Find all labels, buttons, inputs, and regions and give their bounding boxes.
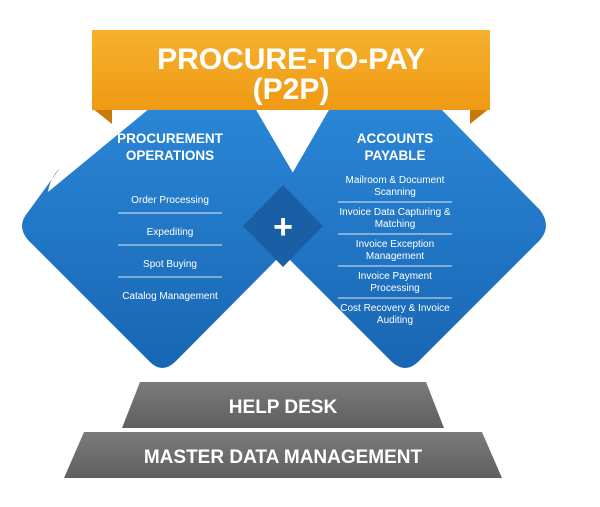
payable-item-line2: Matching bbox=[375, 219, 416, 230]
procurement-title-line2: OPERATIONS bbox=[126, 148, 214, 163]
procurement-item: Spot Buying bbox=[143, 259, 197, 270]
procurement-diamond bbox=[22, 108, 301, 368]
payable-item-line1: Cost Recovery & Invoice bbox=[340, 303, 450, 314]
payable-item-line1: Invoice Data Capturing & bbox=[339, 207, 451, 218]
banner-fold-left bbox=[92, 108, 112, 124]
overlap-region bbox=[243, 185, 323, 267]
banner-fold-right bbox=[470, 108, 490, 124]
master-data-label: MASTER DATA MANAGEMENT bbox=[144, 447, 423, 468]
banner-title-line2: (P2P) bbox=[253, 73, 330, 106]
payable-item-line2: Processing bbox=[370, 283, 419, 294]
procurement-item: Order Processing bbox=[131, 195, 209, 206]
payable-diamond bbox=[265, 108, 546, 368]
payable-item-line2: Management bbox=[366, 251, 425, 262]
payable-item-line1: Invoice Exception bbox=[356, 239, 434, 250]
help-desk-label: HELP DESK bbox=[229, 397, 338, 418]
plus-icon: + bbox=[273, 208, 293, 246]
banner bbox=[92, 30, 490, 110]
banner-title-line1: PROCURE-TO-PAY bbox=[157, 43, 425, 76]
payable-item-line2: Scanning bbox=[374, 187, 416, 198]
procurement-title-line1: PROCUREMENT bbox=[117, 131, 224, 146]
help-desk-plinth bbox=[122, 382, 444, 428]
payable-title-line2: PAYABLE bbox=[364, 148, 425, 163]
payable-item-line1: Mailroom & Document bbox=[346, 175, 445, 186]
procurement-item: Expediting bbox=[147, 227, 194, 238]
procurement-item: Catalog Management bbox=[122, 291, 218, 302]
payable-item-line2: Auditing bbox=[377, 315, 413, 326]
payable-title-line1: ACCOUNTS bbox=[357, 131, 434, 146]
payable-item-line1: Invoice Payment bbox=[358, 271, 432, 282]
master-data-plinth bbox=[64, 432, 502, 478]
